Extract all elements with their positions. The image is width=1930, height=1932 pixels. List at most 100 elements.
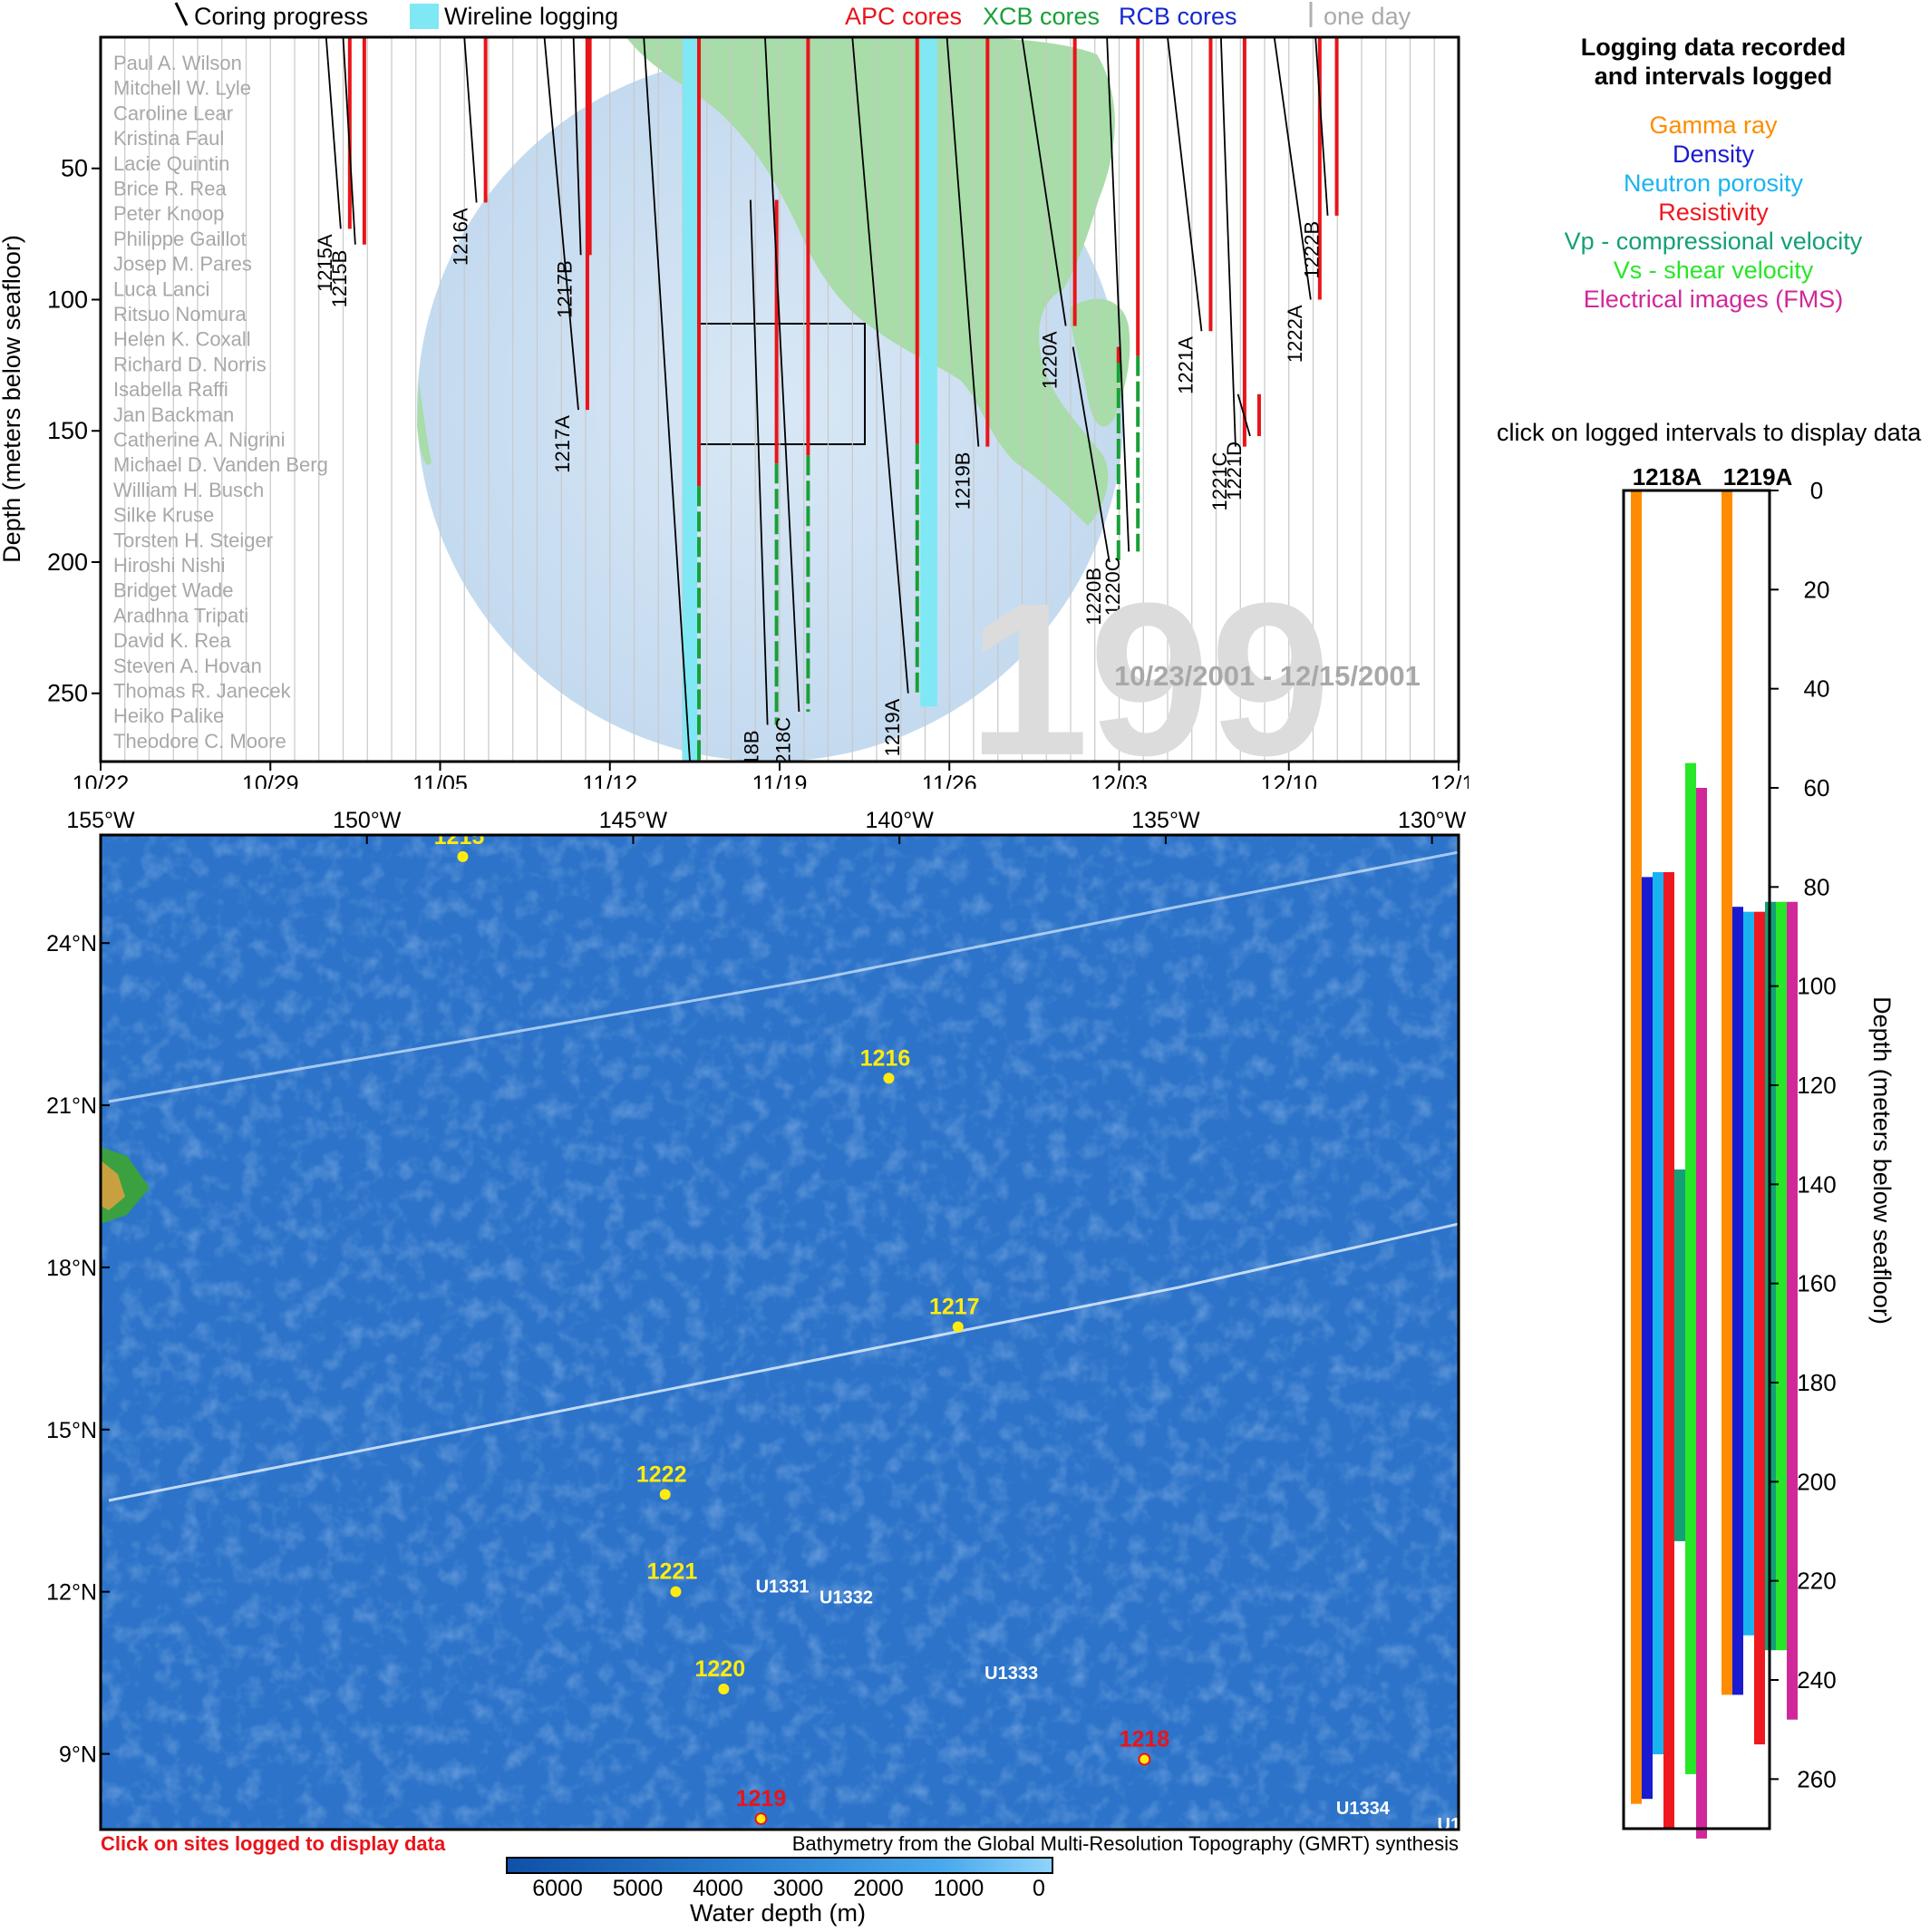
map-y-axis: 24°N 21°N 18°N 15°N 12°N 9°N	[46, 931, 110, 1768]
interval-y-tick-label: 20	[1804, 576, 1830, 603]
logged-interval-1219A-gamma[interactable]	[1721, 490, 1732, 1695]
coring-progress-legend-swatch	[174, 2, 189, 26]
logged-interval-bars[interactable]	[1631, 490, 1798, 1839]
scientist-name: Thomas R. Janecek	[113, 680, 292, 703]
colorbar-tick-label: 0	[1033, 1876, 1045, 1901]
coring-progress-chart: Coring progress Wireline logging APC cor…	[0, 2, 1487, 797]
wireline-logging-bars[interactable]	[683, 37, 937, 762]
progress-line-1216A	[463, 37, 478, 203]
x-tick-label: 12/10	[1260, 772, 1317, 789]
logged-interval-1219A-vs[interactable]	[1776, 901, 1787, 1651]
map-lon-label: 135°W	[1131, 808, 1200, 833]
hole-label-1218A: 1218A	[663, 767, 685, 789]
y-tick-label: 50	[61, 155, 88, 182]
scientist-name: Peter Knoop	[113, 202, 224, 225]
expedition-dates: 10/23/2001 - 12/15/2001	[1114, 660, 1421, 692]
interval-y-tick-label: 200	[1797, 1468, 1836, 1495]
scientist-name: David K. Rea	[113, 629, 231, 652]
hole-label-1219B: 1219B	[951, 452, 974, 510]
colorbar-tick-label: 2000	[853, 1876, 904, 1901]
logged-interval-1218A-gamma[interactable]	[1631, 490, 1642, 1804]
site-1221: 1221	[647, 1559, 698, 1597]
progress-line-1221D	[1237, 393, 1251, 437]
site-label[interactable]: 1219	[736, 1786, 787, 1811]
progress-line-1218B	[750, 199, 769, 725]
x-tick-label: 11/19	[752, 772, 808, 789]
site-label: U1333	[984, 1664, 1038, 1684]
scientist-name: Josep M. Pares	[113, 253, 252, 276]
one-day-legend-label: one day	[1324, 3, 1411, 30]
scientist-name: Jan Backman	[113, 403, 234, 426]
logged-intervals-panel: 1218A 1219A 0 20 40 60 80 100 120 140 160 180 200 22…	[1541, 453, 1930, 1849]
interval-y-tick-label: 40	[1804, 675, 1830, 703]
hole-label-1218C: 1218C	[771, 717, 794, 776]
logged-interval-1218A-density[interactable]	[1642, 877, 1653, 1800]
scientist-name: Lacie Quintin	[113, 152, 229, 175]
progress-line-1222B	[1314, 37, 1329, 216]
interval-y-tick-label: 140	[1797, 1170, 1836, 1198]
hole-label-1217A: 1217A	[551, 415, 574, 473]
interval-y-tick-label: 180	[1797, 1369, 1836, 1396]
x-tick-label: 11/26	[922, 772, 977, 789]
scientist-name: Helen K. Coxall	[113, 328, 251, 351]
logged-intervals-y-axis-label: Depth (meters below seafloor)	[1868, 996, 1896, 1325]
scientist-name: Theodore C. Moore	[113, 730, 286, 752]
site-label: 1221	[647, 1559, 698, 1585]
legend-item-vp: Vp - compressional velocity	[1564, 228, 1863, 255]
progress-line-1218A	[643, 37, 691, 762]
scientist-name: Catherine A. Nigrini	[113, 429, 286, 451]
wireline-interval-1219A[interactable]	[920, 37, 937, 707]
colorbar-tick-label: 1000	[934, 1876, 984, 1901]
site-U1332: U1332	[820, 1588, 873, 1608]
site-label[interactable]: 1218	[1120, 1726, 1170, 1752]
coring-progress-legend-label: Coring progress	[194, 3, 368, 30]
scientist-name: Michael D. Vanden Berg	[113, 453, 328, 476]
scientist-name: Paul A. Wilson	[113, 52, 242, 74]
site-marker[interactable]	[754, 1812, 768, 1826]
legend-item-density: Density	[1672, 141, 1755, 168]
site-marker	[659, 1489, 671, 1500]
logged-interval-1218A-fms[interactable]	[1696, 788, 1707, 1839]
north-america-landmass	[626, 37, 1115, 526]
interval-y-tick-label: 160	[1797, 1270, 1836, 1297]
scientist-name: Heiko Palike	[113, 704, 224, 727]
logged-interval-1218A-vs[interactable]	[1685, 762, 1696, 1774]
map-x-axis: 155°W 150°W 145°W 140°W 135°W 130°W	[66, 808, 1467, 844]
site-1219[interactable]: 1219	[736, 1786, 787, 1826]
logged-interval-1218A-vp[interactable]	[1674, 1169, 1685, 1541]
logged-intervals-y-axis: 0 20 40 60 80 100 120 140 160 180 200 220 240 260	[1770, 477, 1837, 1792]
rcb-legend-label: RCB cores	[1119, 3, 1237, 30]
hole-label-1217B: 1217B	[554, 260, 577, 318]
scientist-name: Luca Lanci	[113, 277, 209, 300]
coring-progress-lines	[325, 37, 1329, 762]
logging-legend-items: Gamma ray Density Neutron porosity Resistiv…	[1487, 111, 1930, 314]
fracture-zone-clipperton	[108, 1222, 1459, 1502]
wireline-interval-1218A[interactable]	[683, 37, 698, 762]
site-1218[interactable]: 1218	[1120, 1726, 1170, 1766]
map-lat-label: 15°N	[46, 1418, 97, 1443]
map-lon-label: 155°W	[66, 808, 135, 833]
logged-interval-1218A-neutron[interactable]	[1653, 871, 1663, 1754]
hole-label-1220B: 1220B	[1082, 568, 1105, 626]
bathymetry-map: 1215 1216 1217 1222 1221 1220 1218 1219 U1331 U13…	[46, 808, 1467, 1927]
x-tick-label: 10/29	[242, 772, 299, 789]
scientist-name: Steven A. Hovan	[113, 655, 262, 677]
logged-interval-1219A-fms[interactable]	[1787, 901, 1798, 1720]
site-marker[interactable]	[1138, 1752, 1151, 1766]
logged-interval-1218A-resistivity[interactable]	[1663, 871, 1674, 1829]
site-label: U1331	[756, 1578, 810, 1597]
site-U1331: U1331	[756, 1578, 810, 1597]
y-tick-label: 100	[47, 286, 88, 313]
interval-y-tick-label: 60	[1804, 774, 1830, 801]
colorbar-tick-label: 5000	[613, 1876, 664, 1901]
coring-progress-panel: Coring progress Wireline logging APC cor…	[0, 0, 1487, 797]
legend-item-neutron: Neutron porosity	[1623, 170, 1804, 197]
map-lat-label: 9°N	[59, 1743, 97, 1768]
logged-interval-1219A-neutron[interactable]	[1743, 911, 1754, 1636]
colorbar-tick-label: 3000	[773, 1876, 824, 1901]
logged-sites-note[interactable]: Click on sites logged to display data	[101, 1832, 446, 1855]
logged-interval-1219A-density[interactable]	[1732, 907, 1743, 1695]
logged-interval-1219A-resistivity[interactable]	[1754, 911, 1765, 1745]
colorbar-tick-label: 6000	[532, 1876, 583, 1901]
